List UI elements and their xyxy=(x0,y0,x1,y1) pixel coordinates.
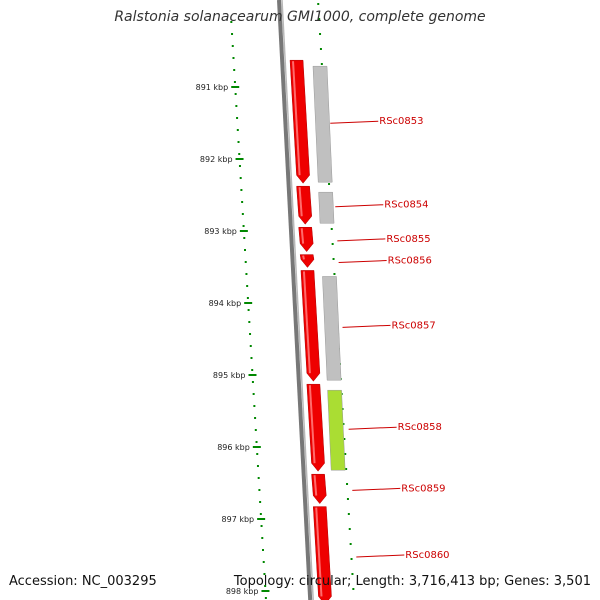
gene-leader-line xyxy=(348,426,397,430)
gene-label: RSc0856 xyxy=(388,256,432,267)
gene-label: RSc0857 xyxy=(392,320,436,331)
gene-leader-line xyxy=(335,204,384,208)
gene-arrow xyxy=(298,226,314,252)
gene-leader-line xyxy=(338,260,387,264)
gene-arrow-highlight xyxy=(298,187,303,217)
gene-arrow-highlight xyxy=(302,255,305,260)
accession-text: Accession: NC_003295 xyxy=(9,574,157,589)
gene-label: RSc0855 xyxy=(386,234,430,245)
scale-tick-label: 893 kbp xyxy=(204,227,237,236)
scale-tick-label: 896 kbp xyxy=(217,443,250,452)
scale-tick-label: 895 kbp xyxy=(213,371,246,380)
map-title: Ralstonia solanacearum GMI1000, complete… xyxy=(114,9,486,25)
scale-tick-label: 898 kbp xyxy=(226,587,259,596)
gene-arrow xyxy=(300,270,321,382)
gene-arrow xyxy=(296,185,312,225)
gene-leader-line xyxy=(330,120,379,124)
gene-label: RSc0858 xyxy=(398,422,442,433)
scale-tick-label: 892 kbp xyxy=(200,155,233,164)
gene-leader-line xyxy=(342,324,391,328)
cds-feature-bar xyxy=(318,191,335,224)
cds-feature-bar xyxy=(322,276,342,381)
gene-arrow-highlight xyxy=(302,271,311,374)
gene-label: RSc0860 xyxy=(405,550,449,561)
gene-arrow xyxy=(311,473,327,504)
cds-feature-bar xyxy=(327,389,346,471)
genome-summary-text: Topology: circular; Length: 3,716,413 bp… xyxy=(233,574,591,589)
gene-arrow-highlight xyxy=(315,507,323,597)
gene-leader-line xyxy=(337,238,386,242)
gene-label: RSc0853 xyxy=(379,116,423,127)
gene-leader-line xyxy=(356,554,405,558)
genome-backbone-highlight xyxy=(281,0,314,600)
cds-feature-bar xyxy=(312,65,333,183)
scale-tick-label: 897 kbp xyxy=(222,515,255,524)
gene-arrow xyxy=(299,254,315,268)
gene-arrow-highlight xyxy=(308,385,316,464)
gene-leader-line xyxy=(352,487,401,491)
genome-backbone xyxy=(277,0,313,600)
gene-arrow xyxy=(306,383,325,472)
scale-tick-label: 891 kbp xyxy=(196,83,229,92)
scale-tick-label: 894 kbp xyxy=(209,299,242,308)
gene-label: RSc0854 xyxy=(384,200,428,211)
gene-arrow-highlight xyxy=(313,475,318,496)
gene-label: RSc0859 xyxy=(401,483,445,494)
gene-arrow-highlight xyxy=(292,61,301,176)
gene-arrow-highlight xyxy=(300,228,305,244)
